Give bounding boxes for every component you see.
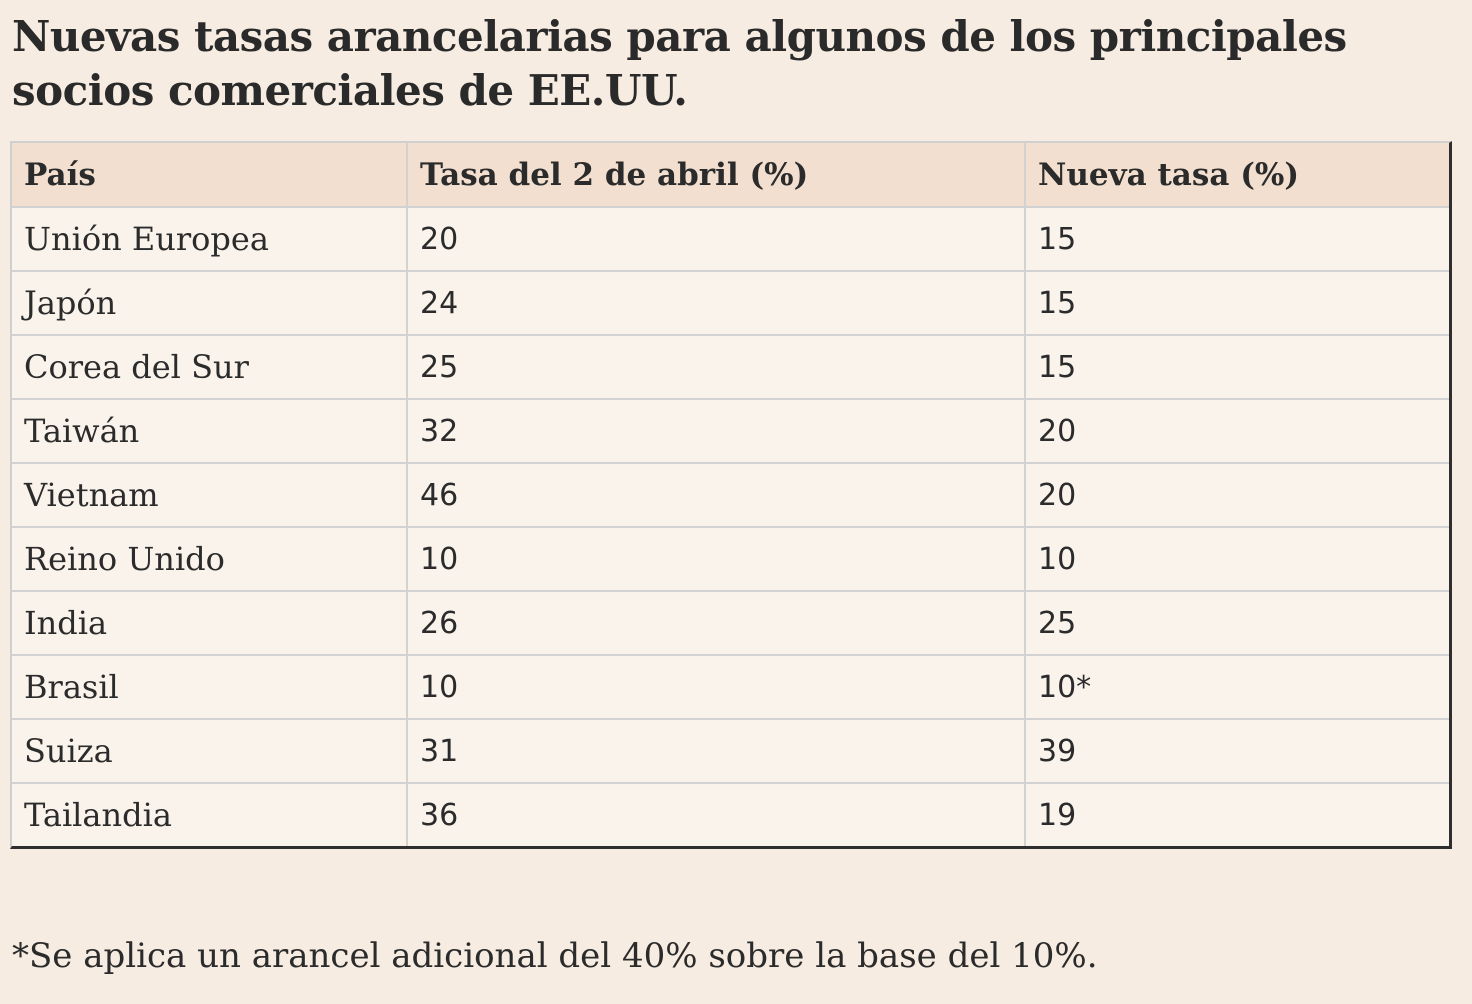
table-row: Japón 24 15	[12, 270, 1449, 336]
table-row: Suiza 31 39	[12, 718, 1449, 784]
april-rate-cell: 31	[406, 718, 1026, 784]
new-rate-cell: 20	[1024, 462, 1449, 528]
table-row: India 26 25	[12, 590, 1449, 656]
april-rate-cell: 10	[406, 654, 1026, 720]
country-cell: Brasil	[12, 654, 408, 720]
tariff-table: País Tasa del 2 de abril (%) Nueva tasa …	[10, 141, 1452, 849]
column-header-country: País	[12, 143, 408, 208]
table-header-row: País Tasa del 2 de abril (%) Nueva tasa …	[12, 143, 1449, 208]
table-row: Brasil 10 10*	[12, 654, 1449, 720]
new-rate-cell: 25	[1024, 590, 1449, 656]
country-cell: Taiwán	[12, 398, 408, 464]
country-cell: Suiza	[12, 718, 408, 784]
column-header-new-rate: Nueva tasa (%)	[1024, 143, 1449, 208]
new-rate-cell: 19	[1024, 782, 1449, 846]
april-rate-cell: 26	[406, 590, 1026, 656]
column-header-april-rate: Tasa del 2 de abril (%)	[406, 143, 1026, 208]
country-cell: Unión Europea	[12, 206, 408, 272]
country-cell: Corea del Sur	[12, 334, 408, 400]
country-cell: Japón	[12, 270, 408, 336]
new-rate-cell: 15	[1024, 334, 1449, 400]
country-cell: Reino Unido	[12, 526, 408, 592]
april-rate-cell: 10	[406, 526, 1026, 592]
april-rate-cell: 46	[406, 462, 1026, 528]
table-row: Reino Unido 10 10	[12, 526, 1449, 592]
april-rate-cell: 20	[406, 206, 1026, 272]
country-cell: Vietnam	[12, 462, 408, 528]
new-rate-cell: 10	[1024, 526, 1449, 592]
april-rate-cell: 32	[406, 398, 1026, 464]
page-title: Nuevas tasas arancelarias para algunos d…	[12, 12, 1347, 115]
country-cell: India	[12, 590, 408, 656]
table-row: Unión Europea 20 15	[12, 206, 1449, 272]
table-row: Vietnam 46 20	[12, 462, 1449, 528]
new-rate-cell: 10*	[1024, 654, 1449, 720]
april-rate-cell: 24	[406, 270, 1026, 336]
footnote: *Se aplica un arancel adicional del 40% …	[12, 936, 1098, 976]
table-row: Tailandia 36 19	[12, 782, 1449, 846]
april-rate-cell: 25	[406, 334, 1026, 400]
new-rate-cell: 15	[1024, 206, 1449, 272]
table-row: Corea del Sur 25 15	[12, 334, 1449, 400]
country-cell: Tailandia	[12, 782, 408, 846]
table-row: Taiwán 32 20	[12, 398, 1449, 464]
new-rate-cell: 15	[1024, 270, 1449, 336]
april-rate-cell: 36	[406, 782, 1026, 846]
new-rate-cell: 39	[1024, 718, 1449, 784]
new-rate-cell: 20	[1024, 398, 1449, 464]
